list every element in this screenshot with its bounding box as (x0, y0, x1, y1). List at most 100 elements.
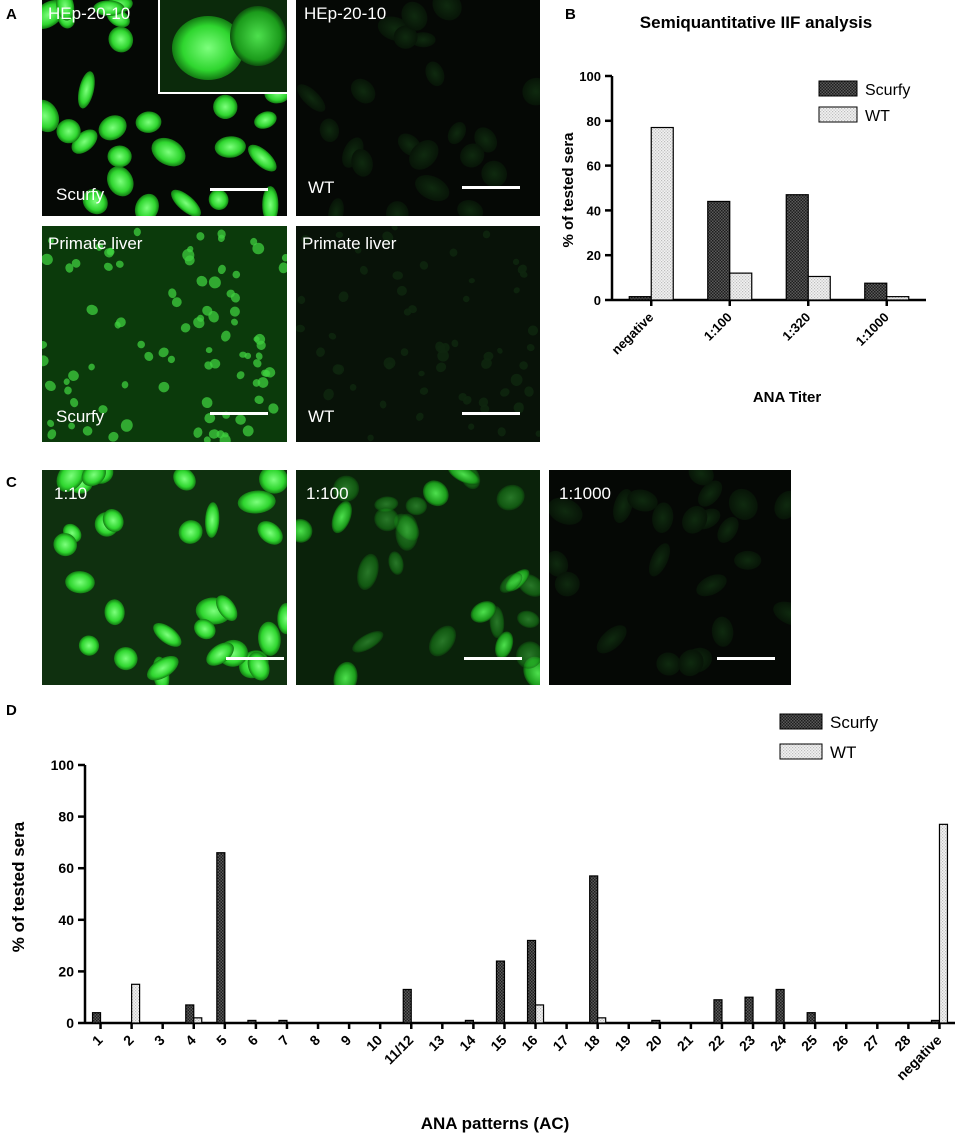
legend-swatch (779, 743, 823, 760)
bar-scurfy (744, 996, 754, 1024)
nucleus-blob (297, 295, 306, 304)
nucleus-blob (408, 305, 417, 314)
bar-scurfy (464, 1019, 474, 1024)
nucleus-blob (297, 84, 326, 112)
y-tick-label: 80 (587, 114, 601, 129)
nucleus-blob (56, 0, 75, 21)
scale-bar (462, 186, 520, 189)
nucleus-blob (44, 380, 56, 392)
nucleus-blob (256, 340, 266, 350)
bar-wt (534, 1004, 545, 1024)
micrograph-hep-wt: HEp-20-10 WT (296, 0, 540, 216)
nucleus-blob (517, 264, 527, 274)
legend-swatch (779, 713, 823, 730)
nucleus-blob (242, 425, 254, 437)
nucleus-blob (773, 601, 791, 626)
nucleus-blob (236, 371, 245, 380)
y-tick-label: 0 (594, 293, 601, 308)
y-tick-label: 60 (58, 860, 74, 876)
bar-scurfy (402, 988, 412, 1024)
bar-wt (807, 275, 831, 301)
nucleus-blob (253, 336, 260, 342)
nucleus-blob (367, 434, 374, 442)
dilution-label: 1:100 (306, 484, 349, 503)
nucleus-blob (93, 0, 125, 17)
nucleus-blob (53, 533, 77, 557)
nucleus-blob (357, 553, 379, 591)
nucleus-blob (447, 470, 480, 485)
y-tick-label: 20 (58, 963, 74, 979)
x-tick-label: 6 (244, 1032, 261, 1049)
nucleus-blob (495, 631, 514, 659)
nucleus-blob (351, 148, 373, 177)
nucleus-blob (147, 655, 179, 681)
x-tick-label: 9 (337, 1032, 354, 1049)
nucleus-blob (415, 175, 450, 202)
nucleus-blob (296, 518, 313, 543)
x-tick-label: 7 (275, 1032, 292, 1049)
plot-area: 0 20 40 60 80 100 negative 1:100 1:320 1:1000 Scur… (579, 69, 926, 357)
nucleus-blob (519, 361, 528, 370)
nucleus-blob (168, 288, 177, 299)
nucleus-blob (355, 247, 362, 254)
nucleus-blob (78, 635, 100, 656)
nucleus-blob (470, 601, 497, 623)
nucleus-blob (425, 61, 445, 87)
nucleus-blob (158, 347, 169, 358)
nucleus-blob (217, 234, 225, 242)
image-group-label: WT (308, 178, 335, 197)
nucleus-blob (231, 318, 238, 326)
x-tick-label: 4 (182, 1032, 199, 1049)
nucleus-blob (229, 306, 240, 317)
nuclei-layer (296, 470, 540, 685)
nucleus-blob (144, 351, 154, 361)
nucleus-blob (262, 186, 279, 216)
x-tick-label: 15 (487, 1032, 509, 1054)
nucleus-blob (316, 347, 325, 357)
nucleus-blob (510, 373, 523, 386)
bar-scurfy (806, 1012, 816, 1024)
nucleus-blob (460, 143, 485, 168)
nucleus-blob (82, 426, 93, 436)
nucleus-blob (468, 423, 475, 430)
nucleus-blob (522, 77, 540, 106)
nucleus-blob (319, 118, 340, 143)
nucleus-blob (65, 571, 95, 594)
nucleus-blob (497, 347, 503, 354)
nucleus-blob (197, 314, 205, 322)
nucleus-blob (82, 188, 108, 215)
x-tick-label: 20 (643, 1032, 665, 1054)
nucleus-blob (350, 78, 376, 104)
nucleus-blob (554, 571, 580, 597)
nucleus-blob (208, 276, 221, 289)
legend-label: Scurfy (865, 82, 910, 99)
x-axis-label: ANA Titer (753, 389, 822, 406)
nucleus-blob (418, 370, 425, 377)
nucleus-blob (416, 412, 424, 421)
nucleus-blob (261, 369, 269, 377)
scale-bar (464, 657, 522, 660)
chart-title: Semiquantitative IIF analysis (640, 13, 872, 32)
micrograph-liver-wt: Primate liver WT (296, 226, 540, 442)
inset-zoom (158, 0, 287, 94)
nucleus-blob (171, 297, 182, 308)
nucleus-blob (56, 119, 81, 144)
x-tick-label: 17 (549, 1032, 571, 1054)
nucleus-blob (213, 94, 238, 120)
bar-scurfy (216, 852, 226, 1024)
nucleus-blob (526, 344, 535, 352)
nucleus-blob (68, 370, 79, 381)
nucleus-blob (254, 111, 277, 129)
image-title: Primate liver (48, 234, 143, 253)
image-title: HEp-20-10 (304, 4, 387, 23)
image-group-label: Scurfy (56, 185, 105, 204)
nucleus-blob (216, 595, 238, 621)
nucleus-blob (98, 405, 108, 414)
nucleus-blob (217, 264, 226, 275)
nucleus-blob (193, 427, 203, 438)
nucleus-blob (103, 262, 113, 271)
nucleus-blob (323, 388, 334, 401)
bar-scurfy (495, 960, 506, 1024)
legend-label: Scurfy (830, 713, 879, 732)
nucleus-blob (202, 305, 213, 316)
